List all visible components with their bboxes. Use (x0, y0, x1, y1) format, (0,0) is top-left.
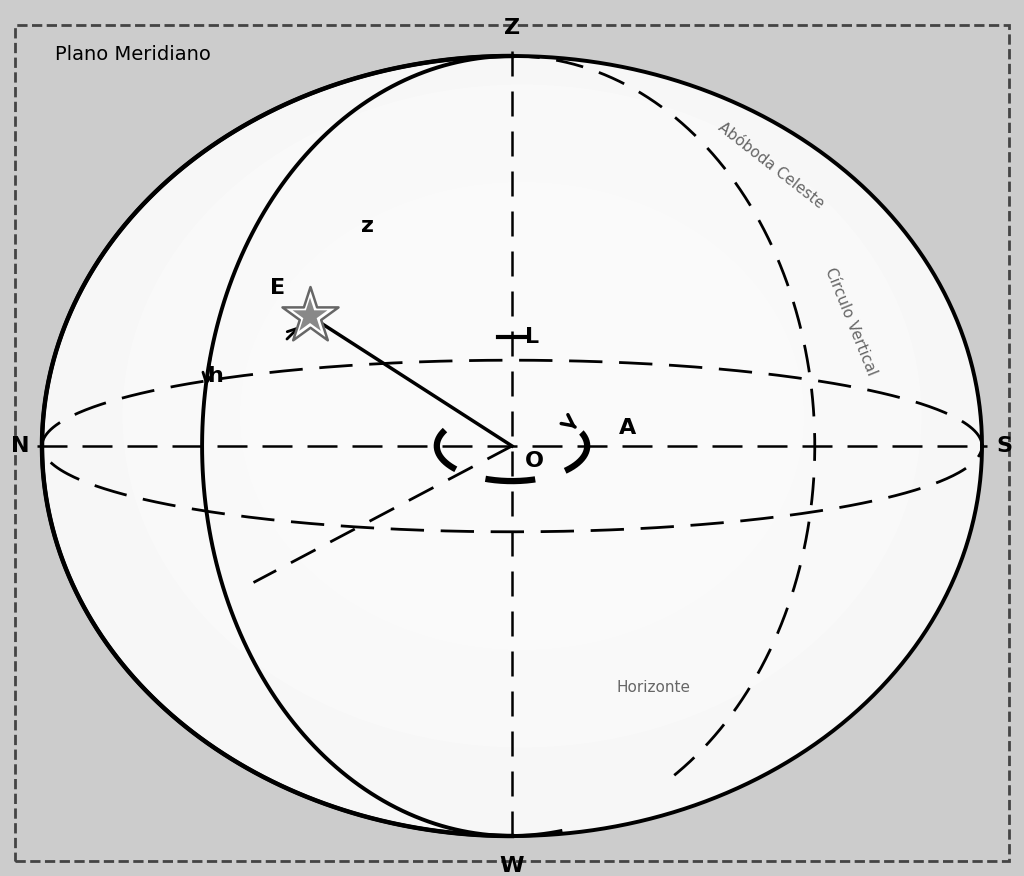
Text: E: E (270, 278, 286, 298)
Point (302, 309, 318, 323)
Text: L: L (525, 327, 539, 347)
Text: Horizonte: Horizonte (616, 681, 690, 696)
Text: z: z (361, 216, 375, 236)
Ellipse shape (357, 279, 686, 553)
Text: Plano Meridiano: Plano Meridiano (55, 45, 211, 64)
Text: Z: Z (504, 18, 520, 38)
Text: Círculo Vertical: Círculo Vertical (822, 265, 879, 378)
Ellipse shape (123, 84, 922, 747)
Text: S: S (996, 436, 1012, 456)
Ellipse shape (42, 56, 982, 836)
Text: O: O (524, 451, 544, 471)
Ellipse shape (240, 182, 804, 650)
Point (302, 309, 318, 323)
Text: h: h (207, 366, 223, 386)
Text: Abóboda Celeste: Abóboda Celeste (715, 119, 826, 211)
Text: N: N (10, 436, 30, 456)
Text: A: A (618, 419, 636, 439)
Text: W: W (500, 856, 524, 876)
